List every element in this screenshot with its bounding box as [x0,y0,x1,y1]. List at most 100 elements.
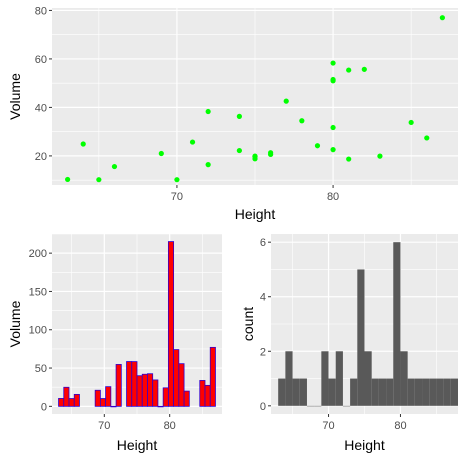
volume-bar [183,390,190,407]
y-tick-label: 0 [41,401,47,413]
count-bar [357,269,365,406]
count-y-ticks: 0 2 4 6 [260,237,271,413]
scatter-point [299,118,305,124]
y-tick-label: 0 [260,401,266,413]
count-x-axis-title: Height [344,437,385,453]
y-tick-label: 60 [35,54,47,66]
count-bar [443,378,451,406]
x-tick-label: 70 [322,420,334,432]
scatter-point [283,98,289,104]
volume-bar [115,364,122,407]
scatter-point [330,147,336,153]
count-bar [393,242,401,406]
y-tick-label: 2 [260,346,266,358]
volume-x-axis-title: Height [117,437,158,453]
count-bar [436,378,444,406]
volume-histogram-chart: 0 50 100 150 200 70 80 Height Volume [7,233,222,453]
volume-x-ticks: 70 80 [98,414,176,432]
scatter-point [205,108,211,115]
scatter-point [236,113,242,119]
count-bar [386,378,394,406]
count-bar [429,378,437,406]
scatter-point [236,147,242,154]
y-tick-label: 80 [35,5,47,17]
y-tick-label: 4 [260,292,266,304]
volume-bar [110,405,117,408]
scatter-point [268,151,274,158]
scatter-point [377,153,383,159]
scatter-point [65,176,71,183]
x-tick-label: 80 [164,420,176,432]
volume-bar [131,361,138,407]
volume-y-ticks: 0 50 100 150 200 [29,248,52,413]
volume-y-axis-title: Volume [7,300,23,347]
count-y-axis-title: count [240,307,256,341]
y-tick-label: 150 [29,286,47,298]
x-tick-label: 70 [171,191,183,203]
count-bar [342,405,351,407]
scatter-point [111,163,118,170]
volume-bar [126,361,133,407]
count-bar [350,378,358,406]
count-bar [328,378,336,406]
y-tick-label: 100 [29,325,47,337]
volume-bar [94,389,101,407]
count-bar [378,378,387,406]
scatter-point [96,177,102,183]
count-bar [400,351,408,406]
scatter-point [346,67,352,73]
y-tick-label: 50 [35,363,47,375]
count-bar [407,378,415,406]
y-tick-label: 40 [35,102,47,114]
scatter-point [408,119,414,126]
count-x-ticks: 70 80 [322,414,407,432]
volume-bar [178,363,185,407]
count-bar [371,378,379,406]
scatter-y-ticks: 20 40 60 80 [35,5,52,163]
count-bar [422,378,430,406]
x-tick-label: 80 [394,420,406,432]
volume-bar [152,379,159,407]
x-tick-label: 70 [98,420,110,432]
scatter-point [424,135,430,141]
scatter-y-axis-title: Volume [7,73,23,120]
scatter-x-ticks: 70 80 [171,185,339,203]
volume-bar [147,373,154,407]
count-bar [314,405,322,407]
volume-bar [99,398,107,407]
count-bar [299,378,307,406]
count-bar [285,351,293,406]
x-tick-label: 80 [327,191,339,203]
scatter-point [439,15,445,21]
count-bar [450,378,458,406]
count-bar [278,378,286,406]
count-bar [306,405,315,407]
volume-bar [199,380,206,407]
scatter-x-axis-title: Height [235,206,276,222]
scatter-point [189,139,196,145]
volume-bar [167,241,175,407]
volume-bar [157,405,164,408]
volume-bar [58,398,65,407]
volume-bar [105,386,112,407]
count-bar [321,351,329,406]
scatter-point [314,143,321,149]
scatter-grid [52,8,458,185]
count-bar [364,351,372,406]
count-histogram-chart: 0 2 4 6 70 80 Height count [240,234,458,453]
y-tick-label: 20 [35,151,47,163]
scatter-point [346,156,352,162]
volume-bar [141,373,148,407]
volume-bars [58,241,216,408]
count-bar [335,351,343,406]
volume-bar [63,386,70,407]
scatter-point [174,177,180,183]
scatter-point [361,66,367,72]
volume-bar [173,349,180,407]
volume-bar [73,393,80,407]
count-bar [292,378,300,406]
count-bars [278,242,458,407]
scatter-points [65,15,445,183]
